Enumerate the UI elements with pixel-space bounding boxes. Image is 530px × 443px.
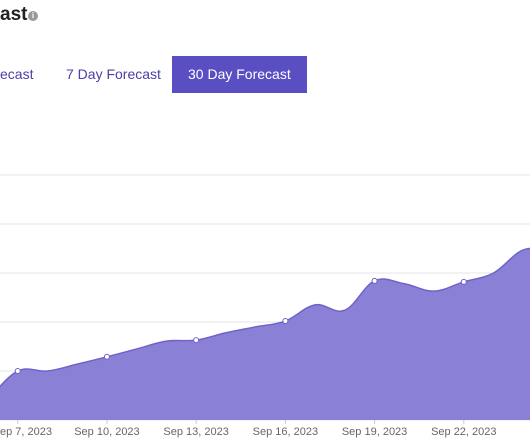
data-point [460, 278, 467, 285]
data-point [193, 337, 200, 344]
page-title: ast [0, 4, 28, 25]
x-tick-label: Sep 19, 2023 [342, 426, 407, 438]
tab[interactable]: ecast [0, 66, 34, 82]
info-icon[interactable]: i [28, 11, 38, 21]
tab[interactable]: 7 Day Forecast [66, 66, 161, 82]
data-point [14, 368, 21, 374]
x-tick-label: ep 7, 2023 [0, 426, 52, 438]
area [0, 248, 530, 420]
x-tick-label: Sep 10, 2023 [74, 426, 139, 438]
x-tick-label: Sep 16, 2023 [253, 426, 318, 438]
data-point [103, 353, 110, 360]
x-tick-label: Sep 13, 2023 [163, 426, 228, 438]
data-point [282, 318, 289, 325]
x-tick-label: Sep 22, 2023 [431, 426, 496, 438]
data-point [371, 277, 378, 284]
tab[interactable]: 30 Day Forecast [172, 56, 307, 93]
